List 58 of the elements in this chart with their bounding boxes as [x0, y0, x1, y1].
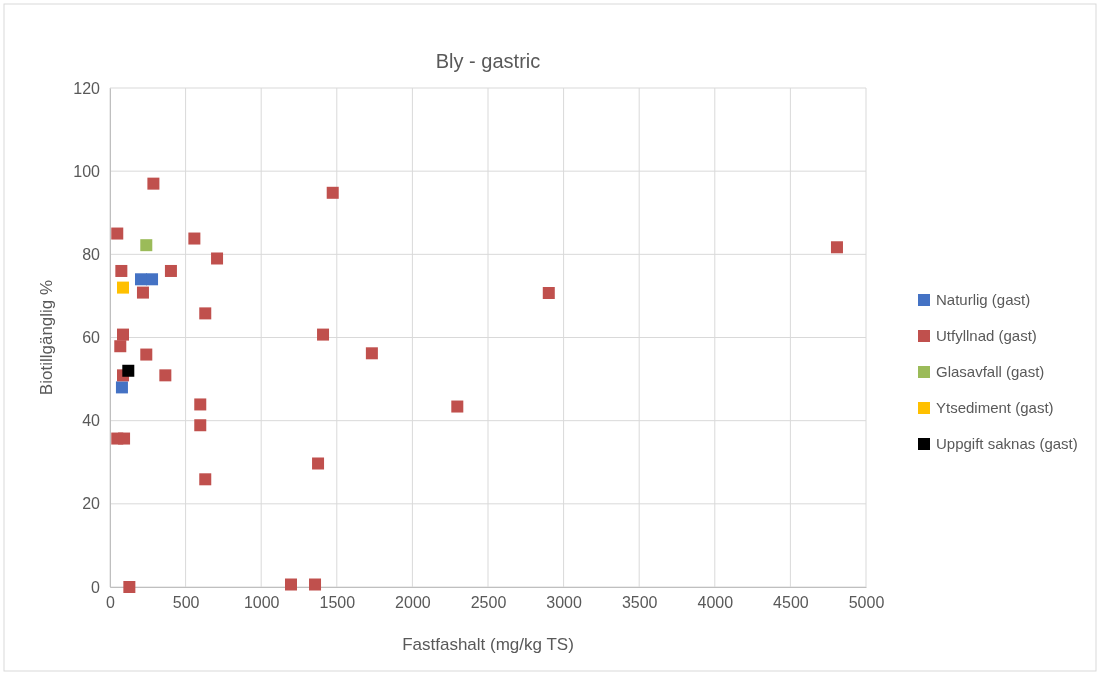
- legend-label: Utfyllnad (gast): [936, 327, 1037, 344]
- point: [365, 347, 378, 360]
- x-tick-label: 2500: [470, 594, 507, 612]
- point: [147, 177, 160, 190]
- y-tick-label: 40: [82, 412, 101, 430]
- point: [164, 264, 177, 277]
- point: [140, 239, 153, 252]
- point: [136, 286, 149, 299]
- point: [159, 369, 172, 382]
- x-axis-title: Fastfashalt (mg/kg TS): [402, 635, 574, 654]
- point: [146, 273, 159, 286]
- point: [326, 186, 339, 199]
- x-tick-label: 3500: [621, 594, 658, 612]
- point: [451, 400, 464, 413]
- point: [194, 398, 207, 411]
- point: [140, 348, 153, 361]
- point: [114, 340, 127, 353]
- point: [123, 581, 136, 593]
- x-tick-label: 0: [106, 594, 116, 612]
- point: [117, 328, 129, 341]
- x-tick-label: 3000: [546, 594, 582, 612]
- point: [111, 227, 124, 240]
- point: [830, 241, 843, 254]
- x-tick-label: 4500: [773, 594, 809, 612]
- x-tick-label: 1000: [243, 594, 280, 612]
- x-tick-label: 1500: [319, 594, 356, 612]
- legend-label: Naturlig (gast): [936, 291, 1031, 308]
- y-tick-label: 120: [73, 79, 101, 97]
- point: [115, 381, 128, 394]
- x-tick-label: 5000: [848, 594, 885, 612]
- point: [542, 287, 555, 300]
- y-tick-label: 100: [73, 162, 101, 180]
- y-tick-label: 60: [82, 329, 101, 347]
- point: [309, 578, 322, 591]
- y-axis-title: Biotillgänglig %: [37, 279, 56, 396]
- point: [199, 307, 212, 320]
- y-tick-label: 20: [82, 495, 101, 513]
- y-tick-label: 0: [91, 578, 101, 596]
- x-tick-label: 500: [172, 594, 200, 612]
- legend-label: Ytsediment (gast): [936, 399, 1054, 416]
- point: [199, 473, 212, 486]
- point: [312, 457, 325, 470]
- x-tick-label: 2000: [395, 594, 431, 612]
- point: [135, 273, 147, 286]
- legend-label: Glasavfall (gast): [936, 363, 1045, 380]
- chart-title: Bly - gastric: [435, 50, 541, 72]
- point: [194, 419, 207, 432]
- y-tick-label: 80: [82, 245, 101, 263]
- point: [117, 281, 129, 294]
- point: [211, 252, 224, 265]
- point: [118, 432, 131, 445]
- point: [284, 578, 297, 591]
- point: [122, 364, 135, 377]
- point: [317, 328, 330, 341]
- point: [188, 232, 201, 245]
- point: [115, 264, 128, 277]
- legend-label: Uppgift saknas (gast): [936, 435, 1078, 452]
- x-tick-label: 4000: [697, 594, 734, 612]
